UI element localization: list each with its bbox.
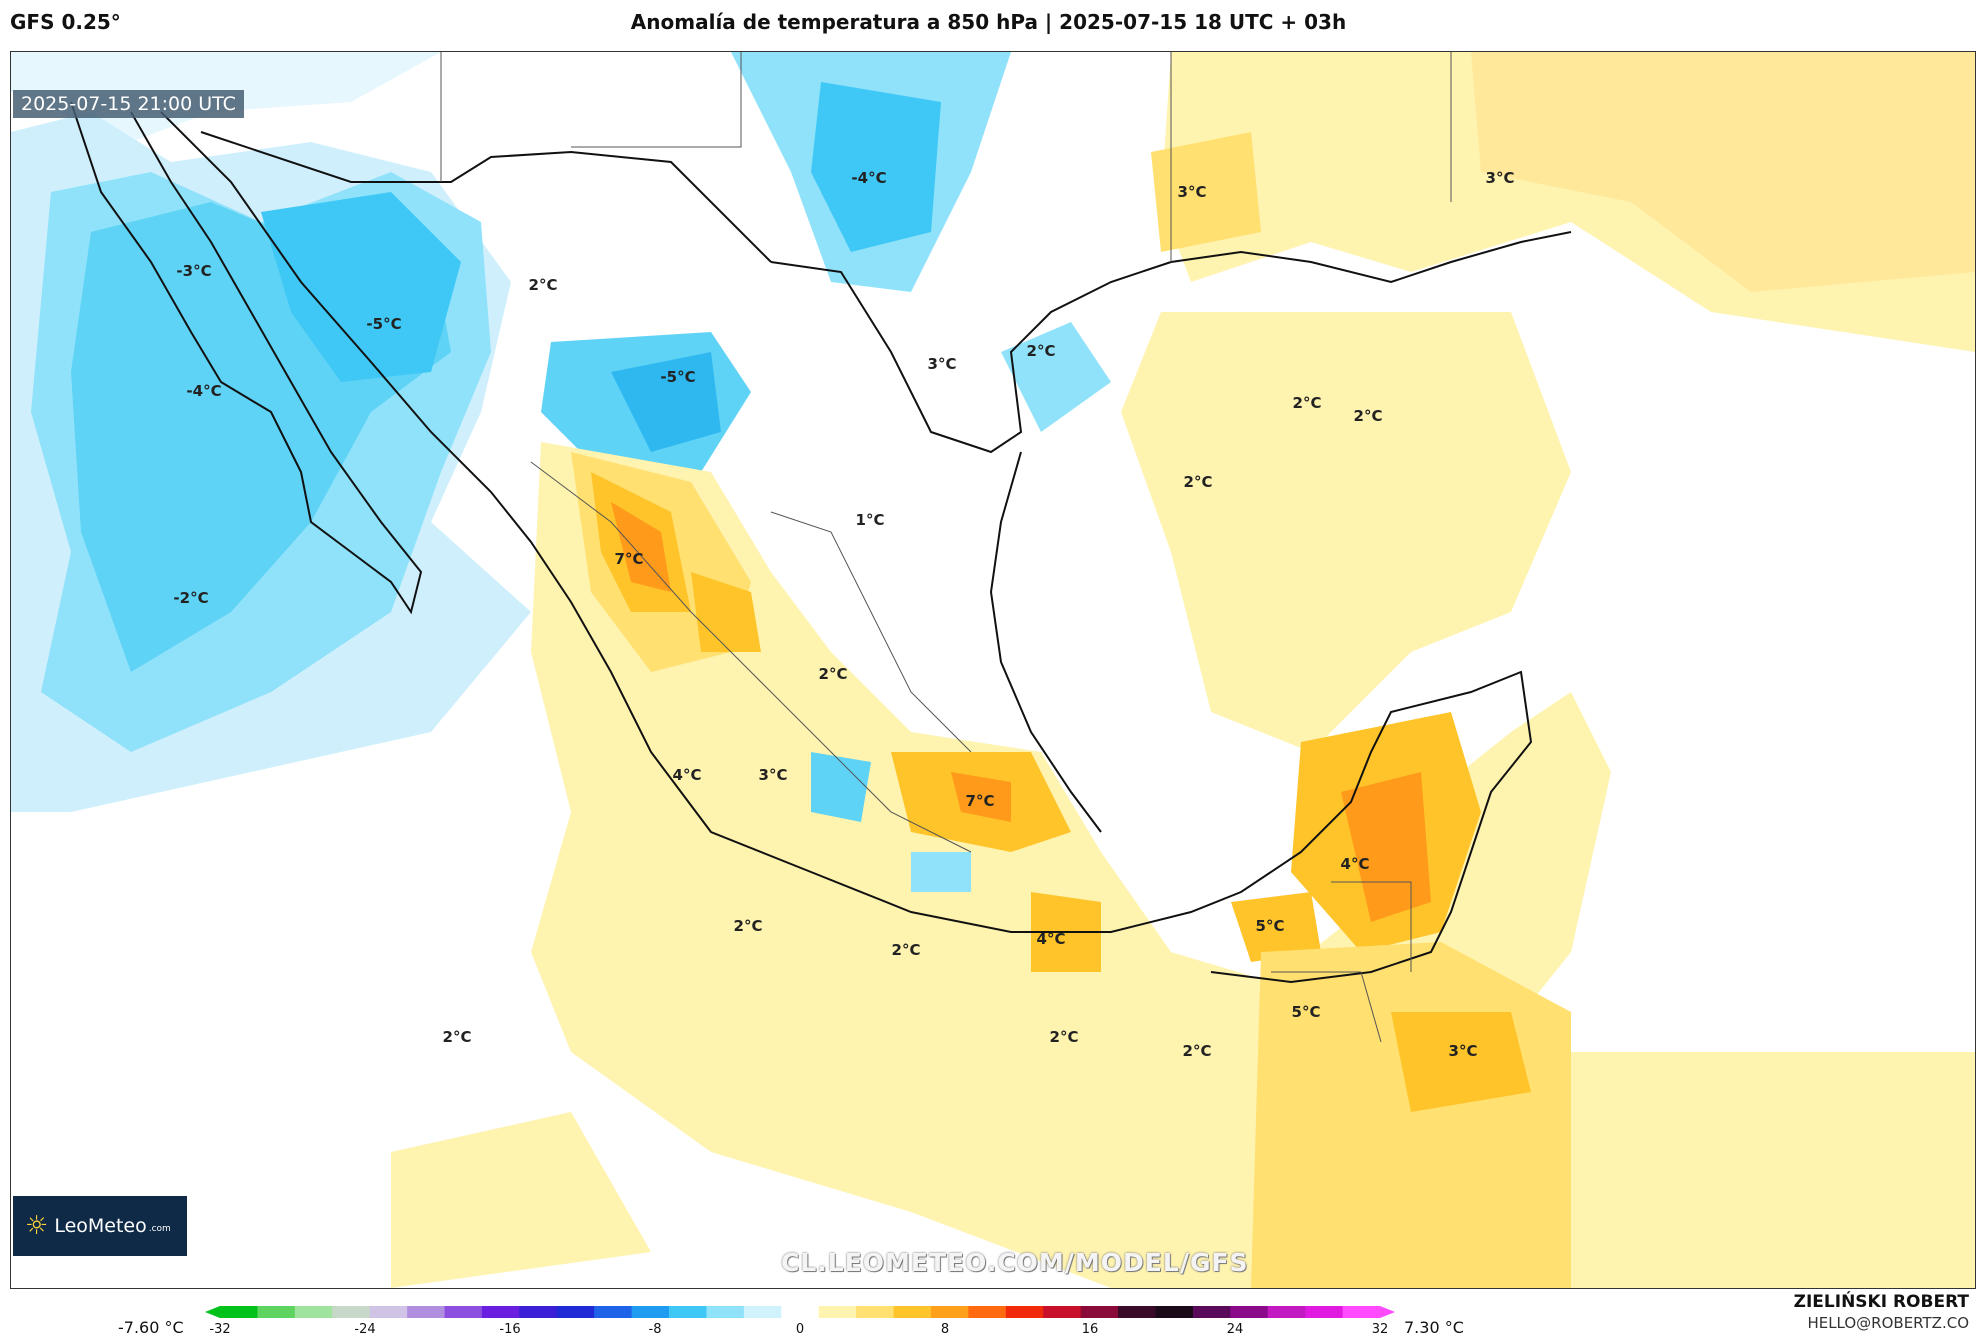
colorbar-segment	[818, 1306, 857, 1318]
borders	[440, 52, 1452, 1043]
colorbar-segment	[1080, 1306, 1119, 1318]
colorbar-max-arrow	[1380, 1306, 1395, 1318]
colorbar-segment	[1305, 1306, 1344, 1318]
isotherm-label: 5°C	[1255, 917, 1285, 935]
coastlines	[70, 101, 1572, 984]
colorbar-segment	[257, 1306, 296, 1318]
colorbar-segment	[1342, 1306, 1381, 1318]
colorbar-segment	[968, 1306, 1007, 1318]
isotherm-label: 5°C	[1291, 1003, 1321, 1021]
author-email[interactable]: HELLO@ROBERTZ.CO	[1807, 1314, 1969, 1332]
colorbar-tick-label: 0	[795, 1322, 805, 1337]
isotherm-label: 1°C	[855, 511, 885, 529]
map-title: Anomalía de temperatura a 850 hPa | 2025…	[630, 10, 1347, 34]
isotherm-label: 7°C	[614, 550, 644, 568]
colorbar	[205, 1306, 1395, 1318]
isotherm-label: 4°C	[1036, 930, 1066, 948]
logo-suffix: .com	[148, 1224, 171, 1234]
isotherm-label: -3°C	[176, 262, 212, 280]
colorbar-segment	[930, 1306, 969, 1318]
isotherm-label: 2°C	[1049, 1028, 1079, 1046]
isotherm-label: 4°C	[1340, 855, 1370, 873]
colorbar-segment	[594, 1306, 633, 1318]
colorbar-tick-label: 24	[1226, 1322, 1244, 1337]
colorbar-segment	[220, 1306, 258, 1318]
colorbar-segment	[294, 1306, 333, 1318]
colorbar-segment	[1155, 1306, 1194, 1318]
colorbar-segment	[893, 1306, 932, 1318]
colorbar-tick-label: 16	[1081, 1322, 1099, 1337]
colorbar-segment	[1230, 1306, 1269, 1318]
colorbar-segment	[669, 1306, 707, 1318]
colorbar-segment	[481, 1306, 520, 1318]
isotherm-label: 3°C	[1448, 1042, 1478, 1060]
model-name: GFS 0.25°	[10, 10, 121, 34]
colorbar-segment	[1043, 1306, 1082, 1318]
isotherm-label: 3°C	[927, 355, 957, 373]
isotherm-label: 3°C	[758, 766, 788, 784]
map-canvas	[11, 52, 1975, 1288]
isotherm-label: 2°C	[1182, 1042, 1212, 1060]
colorbar-tick-label: 32	[1371, 1322, 1389, 1337]
sun-icon: ☼	[25, 1211, 49, 1241]
colorbar-tick-label: -24	[354, 1322, 376, 1337]
isotherm-label: -5°C	[366, 315, 402, 333]
author-name: ZIELIŃSKI ROBERT	[1793, 1292, 1969, 1312]
leometeo-logo[interactable]: ☼ LeoMeteo .com	[13, 1196, 187, 1256]
colorbar-segment	[631, 1306, 670, 1318]
colorbar-tick-label: -16	[499, 1322, 521, 1337]
isotherm-label: -5°C	[660, 368, 696, 386]
colorbar-segment	[407, 1306, 446, 1318]
isotherm-label: 2°C	[528, 276, 558, 294]
isotherm-label: 3°C	[1485, 169, 1515, 187]
anomaly-fields	[11, 52, 1975, 1288]
colorbar-segment	[556, 1306, 595, 1318]
isotherm-label: 2°C	[733, 917, 763, 935]
colorbar-segment	[1118, 1306, 1156, 1318]
isotherm-label: -4°C	[851, 169, 887, 187]
isotherm-label: 2°C	[818, 665, 848, 683]
colorbar-tick-label: 8	[940, 1322, 950, 1337]
isotherm-label: 2°C	[891, 941, 921, 959]
colorbar-tick-label: -8	[648, 1322, 662, 1337]
colorbar-tick-label: -32	[209, 1322, 231, 1337]
colorbar-segment	[781, 1306, 820, 1318]
isotherm-label: 7°C	[965, 792, 995, 810]
colorbar-segment	[369, 1306, 408, 1318]
colorbar-segment	[444, 1306, 483, 1318]
colorbar-segment	[332, 1306, 371, 1318]
isotherm-label: 2°C	[1353, 407, 1383, 425]
colorbar-segment	[519, 1306, 558, 1318]
colorbar-min-arrow	[205, 1306, 220, 1318]
isotherm-label: -2°C	[173, 589, 209, 607]
colorbar-segment	[706, 1306, 745, 1318]
anomaly-map: 2025-07-15 21:00 UTC -3°C -5°C -4°C -2°C 2°C…	[10, 51, 1976, 1289]
colorbar-min-label: -7.60 °C	[118, 1318, 184, 1337]
isotherm-label: -4°C	[186, 382, 222, 400]
colorbar-segment	[1192, 1306, 1231, 1318]
colorbar-segment	[743, 1306, 782, 1318]
isotherm-label: 2°C	[442, 1028, 472, 1046]
colorbar-segment	[1005, 1306, 1044, 1318]
isotherm-label: 2°C	[1292, 394, 1322, 412]
isotherm-label: 3°C	[1177, 183, 1207, 201]
colorbar-segment	[856, 1306, 895, 1318]
isotherm-label: 2°C	[1026, 342, 1056, 360]
isotherm-label: 4°C	[672, 766, 702, 784]
logo-text: LeoMeteo	[54, 1215, 147, 1237]
isotherm-label: 2°C	[1183, 473, 1213, 491]
colorbar-segment	[1267, 1306, 1306, 1318]
site-watermark: CL.LEOMETEO.COM/MODEL/GFS	[781, 1248, 1249, 1277]
valid-time-badge: 2025-07-15 21:00 UTC	[13, 90, 244, 118]
colorbar-max-label: 7.30 °C	[1404, 1318, 1464, 1337]
